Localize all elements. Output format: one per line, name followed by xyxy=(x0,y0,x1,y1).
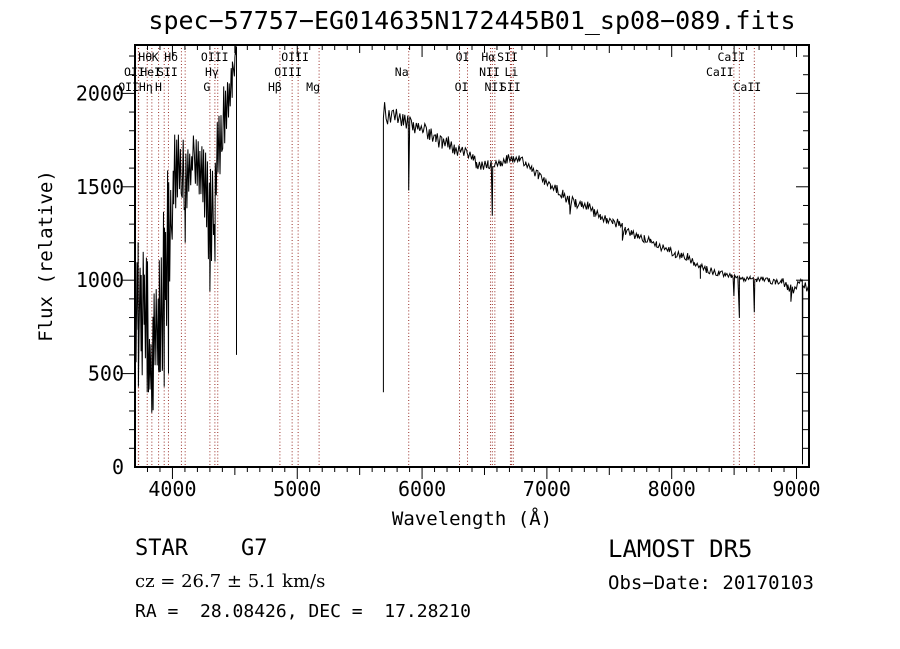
line-label-Na: Na xyxy=(395,65,409,79)
line-label-SII: SII xyxy=(497,50,518,64)
line-label-Li: Li xyxy=(505,65,519,79)
classification-text: STAR G7 xyxy=(135,536,268,561)
line-label-NII: NII xyxy=(479,65,500,79)
x-tick-label: 6000 xyxy=(398,477,446,501)
line-label-Mg: Mg xyxy=(306,80,320,94)
line-label-Hα: Hα xyxy=(481,50,495,64)
line-label-Hθ: Hθ xyxy=(138,50,152,64)
line-label-OI: OI xyxy=(455,80,469,94)
line-label-Hη: Hη xyxy=(139,80,153,94)
y-tick-label: 0 xyxy=(112,455,124,479)
x-tick-label: 7000 xyxy=(523,477,571,501)
radial-velocity-text: cz = 26.7 ± 5.1 km/s xyxy=(135,571,326,592)
y-tick-label: 1000 xyxy=(76,268,124,292)
line-label-HeI: HeI xyxy=(140,65,161,79)
survey-name-text: LAMOST DR5 xyxy=(608,535,753,563)
line-label-OIII: OIII xyxy=(281,50,309,64)
line-label-OII: OII xyxy=(124,65,145,79)
coordinates-text: RA = 28.08426, DEC = 17.28210 xyxy=(135,601,471,622)
spectrum-segment-red-arm xyxy=(382,102,810,465)
line-label-OIII: OIII xyxy=(274,65,302,79)
y-axis-title: Flux (relative) xyxy=(35,170,57,342)
y-tick-label: 1500 xyxy=(76,175,124,199)
x-tick-label: 5000 xyxy=(273,477,321,501)
plot-title: spec−57757−EG014635N172445B01_sp08−089.f… xyxy=(148,6,796,35)
line-label-CaII: CaII xyxy=(718,50,746,64)
line-label-G: G xyxy=(203,80,210,94)
line-label-SII: SII xyxy=(500,80,521,94)
y-tick-label: 2000 xyxy=(76,81,124,105)
tick-labels: 4000 5000 6000 7000 8000 9000 0 500 1000 1500 2000 xyxy=(76,81,821,501)
obs-date-text: Obs−Date: 20170103 xyxy=(608,572,814,594)
axes xyxy=(122,44,810,479)
line-label-NII: NII xyxy=(484,80,505,94)
spectrum-segment-blue-arm xyxy=(134,45,237,413)
x-tick-label: 4000 xyxy=(148,477,196,501)
x-tick-label: 8000 xyxy=(648,477,696,501)
y-tick-label: 500 xyxy=(88,362,124,386)
x-tick-label: 9000 xyxy=(772,477,820,501)
line-label-Hδ: Hδ xyxy=(164,50,178,64)
spectrum-curve xyxy=(134,45,810,465)
line-label-OI: OI xyxy=(456,50,470,64)
line-label-SII: SII xyxy=(157,65,178,79)
line-label-OII: OII xyxy=(118,80,139,94)
line-label-CaII: CaII xyxy=(706,65,734,79)
line-label-OIII: OIII xyxy=(201,50,229,64)
line-label-CaII: CaII xyxy=(733,80,761,94)
line-label-H: H xyxy=(155,80,162,94)
x-axis-title: Wavelength (Å) xyxy=(392,507,552,530)
line-label-K: K xyxy=(152,50,159,64)
line-label-Hβ: Hβ xyxy=(268,80,282,94)
spectral-line-markers xyxy=(137,48,755,467)
line-label-Hγ: Hγ xyxy=(205,65,219,79)
